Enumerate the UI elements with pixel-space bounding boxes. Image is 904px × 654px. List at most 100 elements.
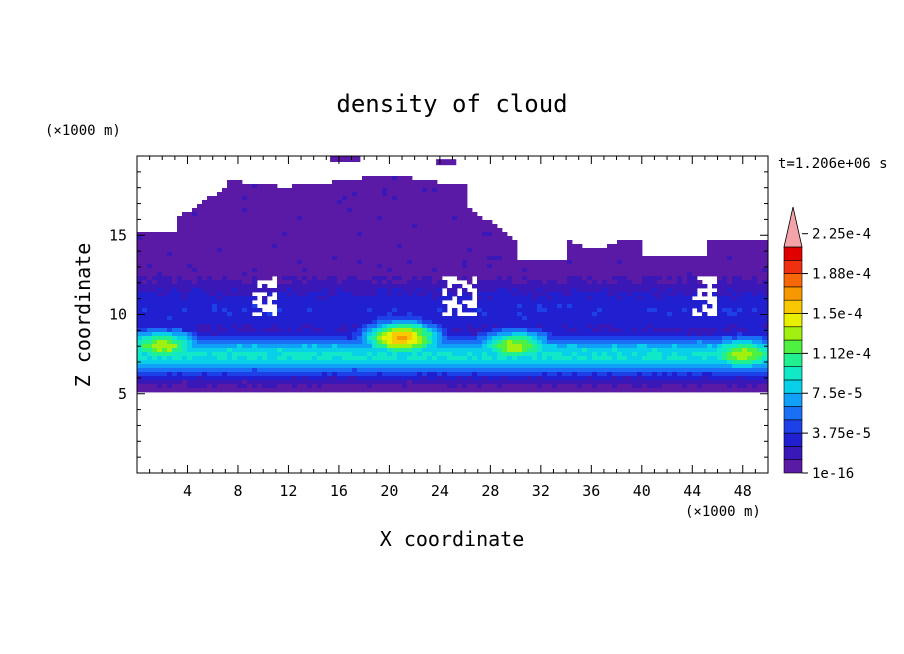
- heatmap-cell: [342, 364, 348, 369]
- heatmap-cell: [327, 212, 333, 217]
- heatmap-cell: [412, 276, 418, 281]
- heatmap-cell: [417, 312, 423, 317]
- heatmap-cell: [467, 340, 473, 345]
- heatmap-cell: [617, 360, 623, 365]
- heatmap-cell: [187, 288, 193, 293]
- heatmap-cell: [337, 368, 343, 373]
- heatmap-cell: [162, 324, 168, 329]
- heatmap-cell: [637, 356, 643, 361]
- heatmap-cell: [277, 228, 283, 233]
- heatmap-cell: [667, 300, 673, 305]
- heatmap-cell: [512, 348, 518, 353]
- heatmap-cell: [602, 336, 608, 341]
- heatmap-cell: [392, 288, 398, 293]
- heatmap-cell: [162, 304, 168, 309]
- heatmap-cell: [137, 232, 143, 237]
- heatmap-cell: [477, 384, 483, 389]
- heatmap-cell: [437, 336, 443, 341]
- heatmap-cell: [372, 260, 378, 265]
- heatmap-cell: [397, 388, 403, 393]
- heatmap-cell: [212, 208, 218, 213]
- heatmap-cell: [407, 176, 413, 181]
- heatmap-cell: [387, 280, 393, 285]
- heatmap-cell: [237, 240, 243, 245]
- heatmap-cell: [292, 352, 298, 357]
- heatmap-cell: [287, 316, 293, 321]
- heatmap-cell: [202, 380, 208, 385]
- heatmap-cell: [182, 284, 188, 289]
- heatmap-cell: [702, 372, 708, 377]
- heatmap-cell: [442, 192, 448, 197]
- heatmap-cell: [302, 292, 308, 297]
- heatmap-cell: [367, 256, 373, 261]
- heatmap-cell: [262, 376, 268, 381]
- heatmap-cell: [202, 304, 208, 309]
- heatmap-cell: [227, 236, 233, 241]
- heatmap-cell: [362, 328, 368, 333]
- heatmap-cell: [327, 280, 333, 285]
- heatmap-cell: [457, 212, 463, 217]
- heatmap-cell: [457, 204, 463, 209]
- heatmap-cell: [462, 232, 468, 237]
- heatmap-cell: [372, 236, 378, 241]
- heatmap-cell: [557, 280, 563, 285]
- heatmap-cell: [272, 368, 278, 373]
- heatmap-cell: [517, 332, 523, 337]
- heatmap-cell: [382, 204, 388, 209]
- heatmap-cell: [422, 344, 428, 349]
- heatmap-cell: [287, 372, 293, 377]
- heatmap-cell: [507, 292, 513, 297]
- heatmap-cell: [617, 352, 623, 357]
- heatmap-cell: [512, 380, 518, 385]
- heatmap-cell: [527, 380, 533, 385]
- heatmap-cell: [437, 232, 443, 237]
- heatmap-cell: [317, 352, 323, 357]
- heatmap-cell: [407, 344, 413, 349]
- heatmap-cell: [232, 280, 238, 285]
- heatmap-cell: [472, 368, 478, 373]
- heatmap-cell: [357, 188, 363, 193]
- heatmap-cell: [197, 208, 203, 213]
- heatmap-cell: [297, 240, 303, 245]
- heatmap-cell: [342, 232, 348, 237]
- heatmap-cell: [372, 360, 378, 365]
- heatmap-cell: [192, 292, 198, 297]
- heatmap-cell: [252, 364, 258, 369]
- heatmap-cell: [212, 368, 218, 373]
- heatmap-cell: [442, 240, 448, 245]
- heatmap-cell: [297, 224, 303, 229]
- heatmap-cell: [682, 360, 688, 365]
- heatmap-cell: [362, 368, 368, 373]
- heatmap-cell: [297, 324, 303, 329]
- heatmap-cell: [427, 280, 433, 285]
- heatmap-cell: [357, 208, 363, 213]
- heatmap-cell: [212, 356, 218, 361]
- heatmap-cell: [237, 356, 243, 361]
- heatmap-cell: [257, 184, 263, 189]
- heatmap-cell: [487, 280, 493, 285]
- heatmap-cell: [337, 216, 343, 221]
- heatmap-cell: [462, 360, 468, 365]
- heatmap-cell: [307, 304, 313, 309]
- heatmap-cell: [377, 340, 383, 345]
- heatmap-cell: [187, 340, 193, 345]
- heatmap-cell: [362, 220, 368, 225]
- heatmap-cell: [277, 364, 283, 369]
- heatmap-cell: [332, 288, 338, 293]
- heatmap-cell: [442, 352, 448, 357]
- heatmap-cell: [502, 384, 508, 389]
- heatmap-cell: [277, 340, 283, 345]
- heatmap-cell: [162, 384, 168, 389]
- heatmap-cell: [177, 364, 183, 369]
- heatmap-cell: [467, 308, 473, 313]
- heatmap-cell: [522, 376, 528, 381]
- heatmap-cell: [177, 224, 183, 229]
- heatmap-cell: [512, 300, 518, 305]
- heatmap-cell: [217, 232, 223, 237]
- heatmap-cell: [612, 388, 618, 393]
- heatmap-cell: [242, 340, 248, 345]
- heatmap-cell: [472, 360, 478, 365]
- heatmap-cell: [227, 288, 233, 293]
- heatmap-cell: [702, 360, 708, 365]
- heatmap-cell: [342, 372, 348, 377]
